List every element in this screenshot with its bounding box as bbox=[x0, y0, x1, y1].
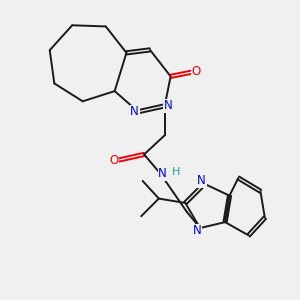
Text: N: N bbox=[158, 167, 167, 180]
Text: O: O bbox=[110, 154, 119, 167]
Text: H: H bbox=[171, 167, 180, 177]
Text: N: N bbox=[130, 105, 139, 118]
Text: N: N bbox=[197, 174, 206, 188]
Text: N: N bbox=[164, 99, 172, 112]
Text: O: O bbox=[192, 65, 201, 79]
Text: N: N bbox=[193, 224, 202, 238]
